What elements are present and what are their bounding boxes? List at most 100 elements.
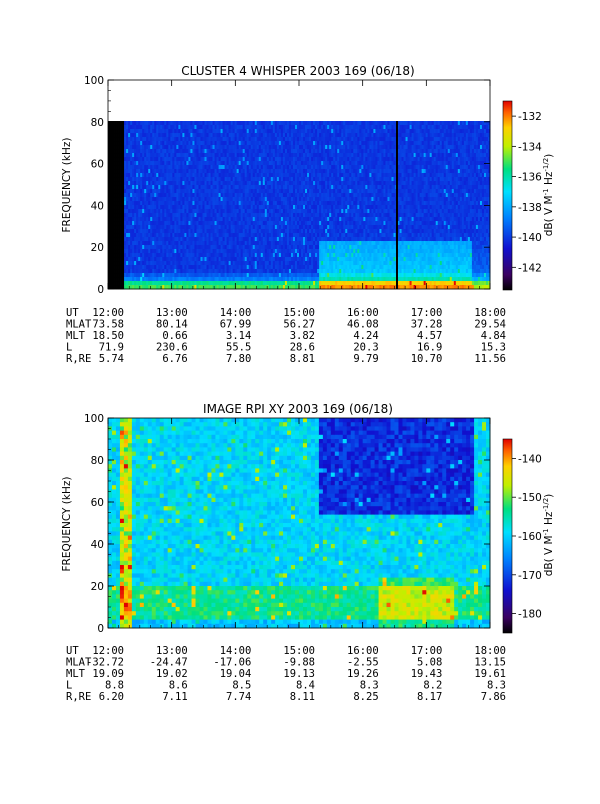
heatmap-cell <box>152 201 155 206</box>
heatmap-cell <box>170 225 173 230</box>
heatmap-cell <box>116 281 119 286</box>
heatmap-1 <box>108 121 491 290</box>
heatmap-cell <box>150 137 153 142</box>
heatmap-cell <box>142 265 145 270</box>
heatmap-cell <box>118 265 121 270</box>
heatmap-cell <box>144 133 147 138</box>
heatmap-cell <box>156 265 159 270</box>
heatmap-cell <box>146 157 149 162</box>
heatmap-cell <box>122 245 125 250</box>
heatmap-cell <box>180 225 183 230</box>
heatmap-cell <box>154 121 157 126</box>
heatmap-cell <box>114 261 117 266</box>
heatmap-cell <box>138 213 141 218</box>
heatmap-cell <box>128 237 131 242</box>
heatmap-cell <box>140 201 143 206</box>
heatmap-cell <box>132 233 135 238</box>
heatmap-cell <box>174 265 177 270</box>
heatmap-cell <box>180 245 183 250</box>
heatmap-cell <box>158 205 161 210</box>
heatmap-cell <box>110 281 113 286</box>
heatmap-cell <box>136 233 139 238</box>
heatmap-cell <box>108 129 111 134</box>
heatmap-cell <box>158 193 161 198</box>
heatmap-cell <box>176 197 179 202</box>
heatmap-cell <box>150 277 153 282</box>
heatmap-cell <box>182 149 185 154</box>
heatmap-cell <box>112 281 115 286</box>
heatmap-cell <box>110 173 113 178</box>
heatmap-cell <box>144 277 147 282</box>
heatmap-cell <box>158 233 161 238</box>
heatmap-cell <box>136 173 139 178</box>
heatmap-cell <box>152 197 155 202</box>
heatmap-cell <box>132 253 135 258</box>
heatmap-cell <box>178 213 181 218</box>
heatmap-cell <box>166 205 169 210</box>
heatmap-cell <box>174 185 177 190</box>
heatmap-cell <box>172 249 175 254</box>
heatmap-cell <box>152 245 155 250</box>
heatmap-cell <box>146 121 149 126</box>
heatmap-cell <box>142 157 145 162</box>
heatmap-cell <box>146 277 149 282</box>
heatmap-cell <box>108 177 111 182</box>
heatmap-cell <box>168 277 171 282</box>
heatmap-cell <box>156 177 159 182</box>
heatmap-cell <box>114 153 117 158</box>
heatmap-cell <box>122 213 125 218</box>
heatmap-cell <box>118 249 121 254</box>
heatmap-cell <box>148 217 151 222</box>
heatmap-cell <box>120 145 123 150</box>
heatmap-cell <box>124 125 127 130</box>
heatmap-cell <box>168 153 171 158</box>
heatmap-cell <box>126 237 129 242</box>
heatmap-cell <box>108 261 111 266</box>
heatmap-cell <box>164 237 167 242</box>
heatmap-cell <box>134 281 137 286</box>
heatmap-cell <box>148 121 151 126</box>
heatmap-cell <box>108 169 111 174</box>
heatmap-cell <box>116 197 119 202</box>
heatmap-cell <box>168 269 171 274</box>
heatmap-cell <box>164 141 167 146</box>
heatmap-cell <box>174 245 177 250</box>
heatmap-cell <box>164 285 167 290</box>
heatmap-cell <box>154 241 157 246</box>
heatmap-cell <box>172 157 175 162</box>
heatmap-cell <box>116 201 119 206</box>
heatmap-cell <box>120 153 123 158</box>
heatmap-cell <box>150 169 153 174</box>
heatmap-cell <box>114 285 117 290</box>
heatmap-cell <box>122 229 125 234</box>
heatmap-cell <box>130 161 133 166</box>
heatmap-cell <box>142 213 145 218</box>
heatmap-cell <box>124 165 127 170</box>
heatmap-cell <box>108 189 111 194</box>
heatmap-cell <box>130 205 133 210</box>
heatmap-cell <box>120 129 123 134</box>
heatmap-cell <box>178 225 181 230</box>
heatmap-cell <box>124 157 127 162</box>
heatmap-cell <box>154 213 157 218</box>
heatmap-cell <box>116 237 119 242</box>
heatmap-cell <box>180 169 183 174</box>
heatmap-cell <box>168 173 171 178</box>
heatmap-cell <box>142 229 145 234</box>
heatmap-cell <box>114 233 117 238</box>
heatmap-cell <box>182 217 185 222</box>
heatmap-cell <box>120 189 123 194</box>
heatmap-cell <box>140 277 143 282</box>
heatmap-cell <box>142 121 145 126</box>
heatmap-cell <box>132 129 135 134</box>
heatmap-cell <box>160 225 163 230</box>
heatmap-cell <box>108 153 111 158</box>
heatmap-cell <box>132 225 135 230</box>
heatmap-cell <box>152 253 155 258</box>
heatmap-cell <box>138 269 141 274</box>
heatmap-cell <box>146 173 149 178</box>
heatmap-cell <box>110 201 113 206</box>
heatmap-cell <box>122 237 125 242</box>
heatmap-cell <box>138 253 141 258</box>
heatmap-cell <box>158 161 161 166</box>
